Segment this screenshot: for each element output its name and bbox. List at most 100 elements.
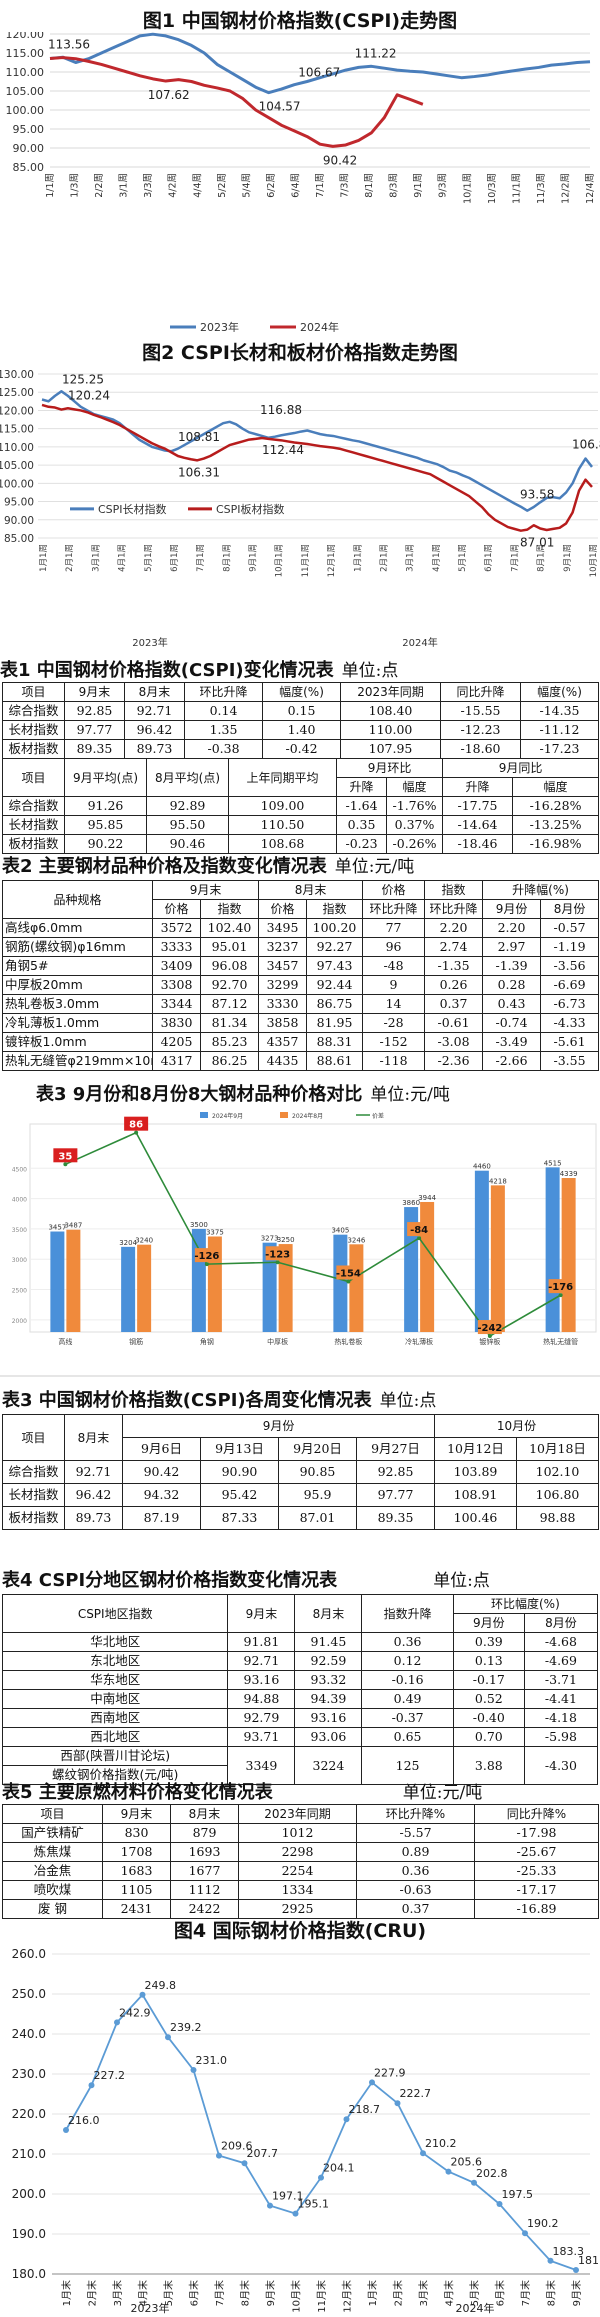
fig4-x-tick-label: 7月末 [519, 2280, 532, 2306]
table-cell: 91.81 [227, 1632, 296, 1652]
table-cell: 107.95 [340, 739, 441, 759]
fig3-bar-sep [50, 1231, 65, 1332]
fig1-series-line-2 [49, 56, 424, 148]
table-header-cell: 指数 [199, 899, 260, 919]
table-row: 板材指数 90.22 90.46 108.68 -0.23 -0.26% -18.46 -16… [2, 834, 600, 854]
table-header-cell: 2023年同期 [340, 682, 441, 702]
fig3-diff-label-bg [336, 1265, 361, 1280]
fig4-data-point [114, 2019, 120, 2026]
fig2-data-label: 87.01 [520, 536, 554, 550]
table-cell: 92.79 [227, 1708, 296, 1728]
fig3-diff-point [63, 1162, 68, 1167]
fig4-data-point [139, 1991, 146, 1998]
fig4-x-tick-label: 1月末 [366, 2280, 379, 2306]
table-cell: 90.90 [200, 1460, 279, 1484]
table-cell: -48 [362, 956, 426, 976]
table-row: 板材指数 89.35 89.73 -0.38 -0.42 107.95 -18.60 -17.… [2, 739, 599, 759]
table4: CSPI地区指数 9月末 8月末 指数升降 环比幅度(%) 9月份 8月份 华北地区 91.81… [1, 1594, 599, 1785]
table-cell: 2.20 [424, 918, 484, 938]
table-cell: 1683 [102, 1861, 171, 1881]
table-cell: 3349 [227, 1746, 296, 1785]
table-cell: -3.08 [424, 1032, 484, 1052]
table-header-cell: 幅度 [385, 777, 444, 797]
table-cell: 92.71 [227, 1651, 296, 1671]
table-row: 冶金焦 1683 1677 2254 0.36 -25.33 [2, 1861, 599, 1881]
table-header-cell: 10月份 [434, 1414, 600, 1438]
fig2-title: 图2 CSPI长材和板材价格指数走势图 [142, 342, 458, 364]
fig2-x-tick-label: 4月1周 [432, 544, 442, 572]
fig2-y-tick-label: 130.00 [0, 369, 34, 381]
table-cell: 108.40 [340, 701, 441, 721]
table-cell: 3330 [258, 994, 308, 1014]
fig3-bar-aug [561, 1178, 576, 1332]
fig2-data-label: 108.81 [178, 430, 220, 444]
fig3-title: 表3 9月份和8月份8大钢材品种价格对比 单位:元/吨 [36, 1084, 450, 1105]
fig4-data-label: 197.1 [272, 2190, 304, 2203]
fig3-diff-label-bg [548, 1279, 573, 1294]
table-header-cell: 环比升降 [184, 682, 263, 702]
fig4-year-label: 2024年 [456, 2301, 495, 2315]
table-cell: -4.69 [523, 1651, 599, 1671]
table-cell: 0.37 [356, 1899, 475, 1919]
table-cell: 3.88 [452, 1746, 525, 1785]
table-row: 品种规格 9月末 8月末 价格 指数 升降幅(%) [2, 880, 600, 919]
table-cell: -17.98 [474, 1823, 599, 1843]
table-row: 高线φ6.0mm 3572 102.40 3495 100.20 77 2.20 2.20 -0… [2, 918, 600, 938]
fig4-y-tick-label: 190.0 [12, 2227, 46, 2241]
table-cell: -5.98 [523, 1727, 599, 1747]
fig3-y-tick-label: 3000 [12, 1257, 27, 1264]
table-cell: 97.43 [306, 956, 364, 976]
fig2-x-tick-label: 5月1周 [144, 544, 154, 572]
fig1-data-label: 104.57 [259, 100, 301, 114]
table-cell: 2.74 [424, 937, 484, 957]
fig1-x-tick-label: 11/3周 [536, 173, 547, 204]
table-cell: 93.16 [227, 1670, 296, 1690]
table-row: 西部(陕晋川甘论坛) 3349 3224 125 3.88 -4.30 [1, 1746, 599, 1785]
fig3-data-label: 3944 [418, 1194, 436, 1202]
table-cell: 97.77 [355, 1483, 436, 1507]
table-cell: -0.61 [424, 1013, 484, 1033]
fig4-x-tick-label: 3月末 [417, 2280, 430, 2306]
table-cell: -6.69 [540, 975, 600, 995]
fig3-bar-aug [349, 1244, 364, 1332]
fig4-data-point [63, 2127, 69, 2133]
table-cell: 3308 [152, 975, 201, 995]
table-header-cell: 9月27日 [355, 1437, 436, 1461]
fig4-data-label: 239.2 [170, 2021, 202, 2034]
fig3-bar-aug [420, 1201, 435, 1332]
table-cell: -4.30 [523, 1746, 599, 1785]
table-cell: 中厚板20mm [2, 975, 153, 995]
table-row: 长材指数 97.77 96.42 1.35 1.40 110.00 -12.23 -11.12 [2, 720, 599, 740]
table-cell: -4.33 [540, 1013, 600, 1033]
fig2-series-line-plate [41, 403, 593, 532]
fig2-x-tick-label: 7月1周 [196, 544, 206, 572]
table-header-cell: 9月13日 [200, 1437, 279, 1461]
table-cell: 冷轧薄板1.0mm [2, 1013, 153, 1033]
table-row: 中南地区 94.88 94.39 0.49 0.52 -4.41 [1, 1689, 599, 1709]
table-header-cell: 同比升降 [440, 682, 521, 702]
table-cell: 高线φ6.0mm [2, 918, 153, 938]
table-cell: -18.60 [440, 739, 521, 759]
fig4-data-label: 190.2 [527, 2217, 559, 2230]
table-row: 综合指数 91.26 92.89 109.00 -1.64 -1.76% -17.75 -16… [2, 796, 600, 816]
table-cell: -0.63 [356, 1880, 475, 1900]
fig3-y-tick-label: 2000 [12, 1318, 27, 1325]
table-cell: 西北地区 [1, 1727, 229, 1747]
fig4-data-label: 231.0 [196, 2054, 228, 2067]
table-cell: 95.01 [199, 937, 260, 957]
table-cell: 2925 [238, 1899, 357, 1919]
fig1-x-tick-label: 1/1周 [45, 173, 56, 198]
table-row: 板材指数 89.73 87.19 87.33 87.01 89.35 100.46 98.88 [2, 1506, 600, 1530]
table-cell: 0.36 [361, 1632, 454, 1652]
table-cell: 0.65 [361, 1727, 454, 1747]
table-header-cell: 升降 [442, 777, 514, 797]
table-header-cell: 幅度 [512, 777, 600, 797]
fig1-data-label: 107.62 [148, 88, 190, 102]
fig3-data-label: 4515 [544, 1159, 562, 1167]
table-header-cell: 8月份 [523, 1613, 599, 1633]
table-header-cell: 环比幅度(%) [452, 1594, 599, 1614]
table-cell: 1105 [102, 1880, 171, 1900]
fig4-data-label: 209.6 [221, 2140, 253, 2153]
table-cell: 77 [362, 918, 426, 938]
fig1-y-tick-label: 100.00 [6, 104, 45, 117]
